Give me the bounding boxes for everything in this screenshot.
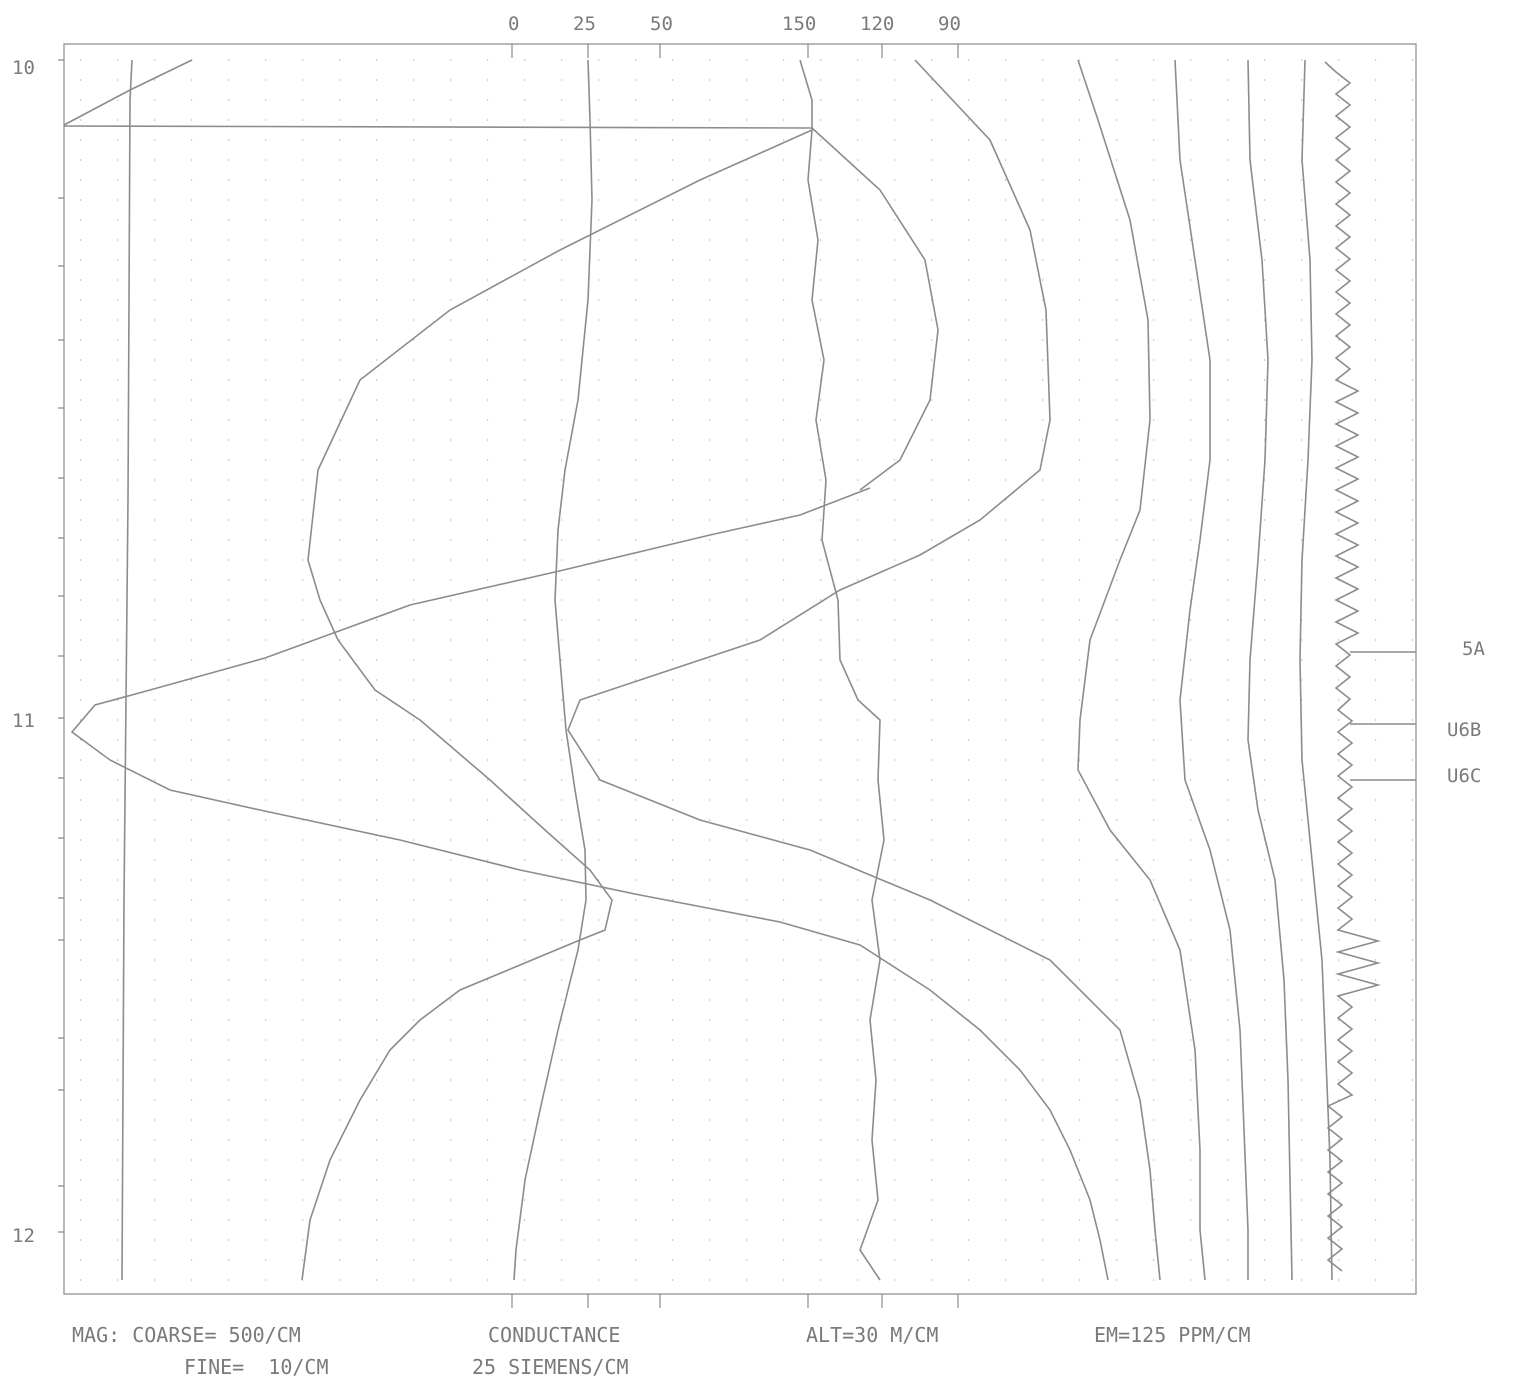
axis-ticks xyxy=(58,44,959,1308)
left-tick-10: 10 xyxy=(12,57,35,79)
mag-coarse-segment xyxy=(63,59,193,126)
altimeter-line xyxy=(799,59,885,1281)
legend-conductance: CONDUCTANCE xyxy=(488,1323,621,1347)
top-tick-50: 50 xyxy=(650,13,673,35)
marker-label-u6c: U6C xyxy=(1447,765,1481,787)
mag-coarse-line xyxy=(121,59,133,1281)
marker-label-u6b: U6B xyxy=(1447,719,1481,741)
tick-marks xyxy=(58,44,959,1308)
left-tick-12: 12 xyxy=(12,1225,35,1247)
em-channel-2 xyxy=(1077,59,1206,1281)
top-tick-90: 90 xyxy=(938,13,961,35)
em-noise-channel xyxy=(1324,61,1382,1272)
dotted-grid xyxy=(80,59,1414,1281)
top-tick-25: 25 xyxy=(573,13,596,35)
plot-frame xyxy=(63,43,1417,1295)
legend-altimeter: ALT=30 M/CM xyxy=(806,1323,939,1347)
em-channel-5 xyxy=(1299,59,1333,1281)
legend-mag-coarse: MAG: COARSE= 500/CM xyxy=(72,1323,301,1347)
conductance-line xyxy=(513,59,593,1281)
legend-em: EM=125 PPM/CM xyxy=(1094,1323,1251,1347)
em-channel-4 xyxy=(1247,59,1293,1281)
top-tick-0: 0 xyxy=(508,13,519,35)
legend-conductance-units: 25 SIEMENS/CM xyxy=(472,1355,629,1379)
horizontal-reference-line xyxy=(63,125,813,129)
marker-label-5a: 5A xyxy=(1462,638,1485,660)
left-tick-11: 11 xyxy=(12,710,35,732)
grid-dots xyxy=(80,59,1414,1281)
top-tick-120: 120 xyxy=(860,13,894,35)
conductance-secondary-line xyxy=(567,59,1161,1281)
top-tick-150: 150 xyxy=(782,13,816,35)
legend-mag-fine: FINE= 10/CM xyxy=(184,1355,329,1379)
mag-fine-line-a xyxy=(301,129,813,1281)
mag-fine-line-b xyxy=(70,487,1109,1281)
em-channel-3 xyxy=(1174,59,1249,1280)
em-channel-1 xyxy=(811,127,939,491)
